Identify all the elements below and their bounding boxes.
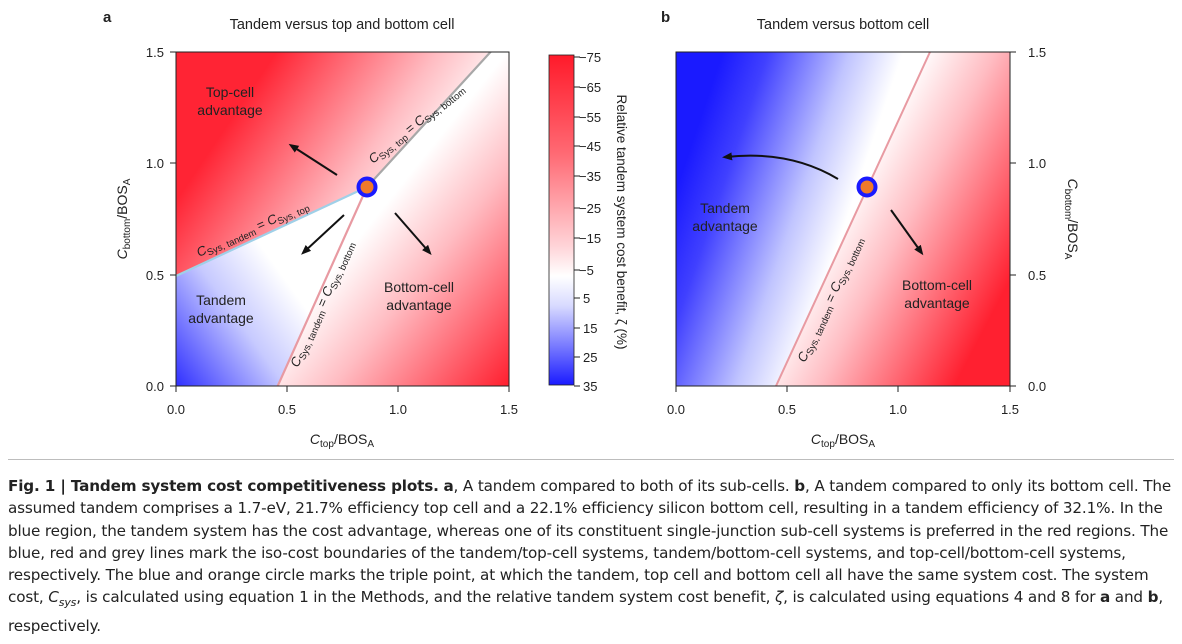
colorbar-ticklabels: −75 −65 −55 −45 −35 −25 −15 −5 5 15 25 3… xyxy=(579,50,601,394)
region-label-tandem: advantage xyxy=(692,218,758,234)
x-tick-label: 0.5 xyxy=(278,402,296,417)
region-label-top-cell: Top-cell xyxy=(206,84,254,100)
x-tick-label: 0.5 xyxy=(778,402,796,417)
caption-text: , A tandem compared to both of its sub-c… xyxy=(453,477,795,495)
region-label-tandem: advantage xyxy=(188,310,254,326)
region-label-bottom-cell: Bottom-cell xyxy=(384,279,454,295)
caption-fig-label: Fig. 1 | Tandem system cost competitiven… xyxy=(8,477,439,495)
colorbar-label: Relative tandem system cost benefit, ζ (… xyxy=(614,94,629,349)
region-bottom-cell-advantage xyxy=(776,52,1010,386)
region-bottom-cell-advantage xyxy=(277,52,509,386)
y-tick-label: 0.5 xyxy=(1028,268,1046,283)
caption-symbol: ζ xyxy=(775,588,784,607)
panel-b-title: Tandem versus bottom cell xyxy=(757,17,929,33)
caption-panel-ref: b xyxy=(794,477,806,495)
triple-point-marker xyxy=(856,176,878,198)
iso-line-tandem-top xyxy=(176,186,368,277)
x-tick-label: 1.5 xyxy=(500,402,518,417)
y-tick-label: 1.0 xyxy=(1028,156,1046,171)
colorbar-tick-label: −25 xyxy=(579,201,601,216)
x-tick-label: 0.0 xyxy=(667,402,685,417)
panel-a-y-axis-label: Cbottom/BOSA xyxy=(114,178,133,259)
colorbar-tick-label: −5 xyxy=(579,263,594,278)
figure: a Tandem versus top and bottom cell 0.0 … xyxy=(103,9,1081,450)
panel-a-ticks xyxy=(170,51,510,392)
colorbar-ticks xyxy=(574,56,580,387)
caption-panel-ref: a xyxy=(1100,588,1111,607)
arrow-to-tandem xyxy=(301,214,345,255)
panel-b-heatmap xyxy=(676,52,1010,386)
region-tandem-advantage xyxy=(676,52,930,386)
panel-b: b Tandem versus bottom cell 0.0 0.5 1.0 … xyxy=(661,9,1081,450)
panel-b-y-axis-label: Cbottom/BOSA xyxy=(1062,179,1081,260)
arrow-to-top-cell xyxy=(288,143,338,176)
region-label-bottom-cell: advantage xyxy=(386,297,452,313)
iso-line-top-bottom xyxy=(366,52,493,188)
triple-point-marker xyxy=(356,176,378,198)
panel-b-frame xyxy=(675,51,1011,387)
caption-text: , respectively. xyxy=(8,588,1164,635)
panel-a-heatmap xyxy=(176,52,509,386)
region-label-top-cell: advantage xyxy=(197,102,263,118)
y-tick-label: 0.5 xyxy=(146,268,164,283)
figure-caption: Fig. 1 | Tandem system cost competitiven… xyxy=(8,475,1174,637)
caption-divider xyxy=(8,459,1174,460)
panel-a-letter: a xyxy=(103,9,112,26)
colorbar-tick-label: 35 xyxy=(583,379,597,394)
iso-line-tandem-bottom xyxy=(276,186,369,386)
caption-symbol-sub: sys xyxy=(58,596,77,610)
caption-panel-ref: b xyxy=(1147,588,1159,607)
panel-a-x-axis-label: Ctop/BOSA xyxy=(310,431,375,450)
panel-a: a Tandem versus top and bottom cell 0.0 … xyxy=(103,9,518,450)
panel-b-x-ticklabels: 0.0 0.5 1.0 1.5 xyxy=(667,402,1019,417)
arrow-to-bottom-cell xyxy=(394,212,432,256)
x-tick-label: 1.0 xyxy=(389,402,407,417)
colorbar-tick-label: −15 xyxy=(579,231,601,246)
colorbar-tick-label: −75 xyxy=(579,50,601,65)
colorbar-tick-label: 25 xyxy=(583,350,597,365)
panel-b-ticks xyxy=(675,51,1016,392)
colorbar-tick-label: −65 xyxy=(579,80,601,95)
caption-symbol: C xyxy=(48,588,59,607)
arrow-to-bottom-cell xyxy=(890,209,924,256)
caption-text: and xyxy=(1110,588,1148,607)
region-label-tandem: Tandem xyxy=(196,292,246,308)
panel-a-frame xyxy=(175,51,510,387)
region-label-bottom-cell: advantage xyxy=(904,295,970,311)
region-label-bottom-cell: Bottom-cell xyxy=(902,277,972,293)
x-tick-label: 1.0 xyxy=(889,402,907,417)
panel-b-y-ticklabels: 0.0 0.5 1.0 1.5 xyxy=(1028,45,1046,394)
iso-line-tandem-bottom xyxy=(775,52,931,386)
panel-a-title: Tandem versus top and bottom cell xyxy=(230,17,455,33)
colorbar-tick-label: 15 xyxy=(583,321,597,336)
y-tick-label: 1.5 xyxy=(146,45,164,60)
caption-text: , A tandem compared to only its bottom c… xyxy=(8,477,1172,607)
y-tick-label: 0.0 xyxy=(146,379,164,394)
y-tick-label: 1.0 xyxy=(146,156,164,171)
colorbar-tick-label: −35 xyxy=(579,169,601,184)
y-tick-label: 1.5 xyxy=(1028,45,1046,60)
panel-a-y-ticklabels: 0.0 0.5 1.0 1.5 xyxy=(146,45,164,394)
panel-b-letter: b xyxy=(661,9,670,26)
region-top-cell-advantage xyxy=(176,52,491,276)
panel-a-x-ticklabels: 0.0 0.5 1.0 1.5 xyxy=(167,402,518,417)
colorbar-tick-label: −45 xyxy=(579,139,601,154)
arrow-to-tandem xyxy=(722,152,839,180)
y-tick-label: 0.0 xyxy=(1028,379,1046,394)
caption-text: , is calculated using equation 1 in the … xyxy=(76,588,776,607)
caption-text: , is calculated using equations 4 and 8 … xyxy=(783,588,1101,607)
panel-b-x-axis-label: Ctop/BOSA xyxy=(811,431,876,450)
x-tick-label: 1.5 xyxy=(1001,402,1019,417)
region-label-tandem: Tandem xyxy=(700,200,750,216)
colorbar-tick-label: −55 xyxy=(579,110,601,125)
colorbar-gradient xyxy=(548,54,575,386)
caption-panel-ref: a xyxy=(443,477,454,495)
colorbar: −75 −65 −55 −45 −35 −25 −15 −5 5 15 25 3… xyxy=(548,50,629,394)
colorbar-tick-label: 5 xyxy=(583,291,590,306)
x-tick-label: 0.0 xyxy=(167,402,185,417)
